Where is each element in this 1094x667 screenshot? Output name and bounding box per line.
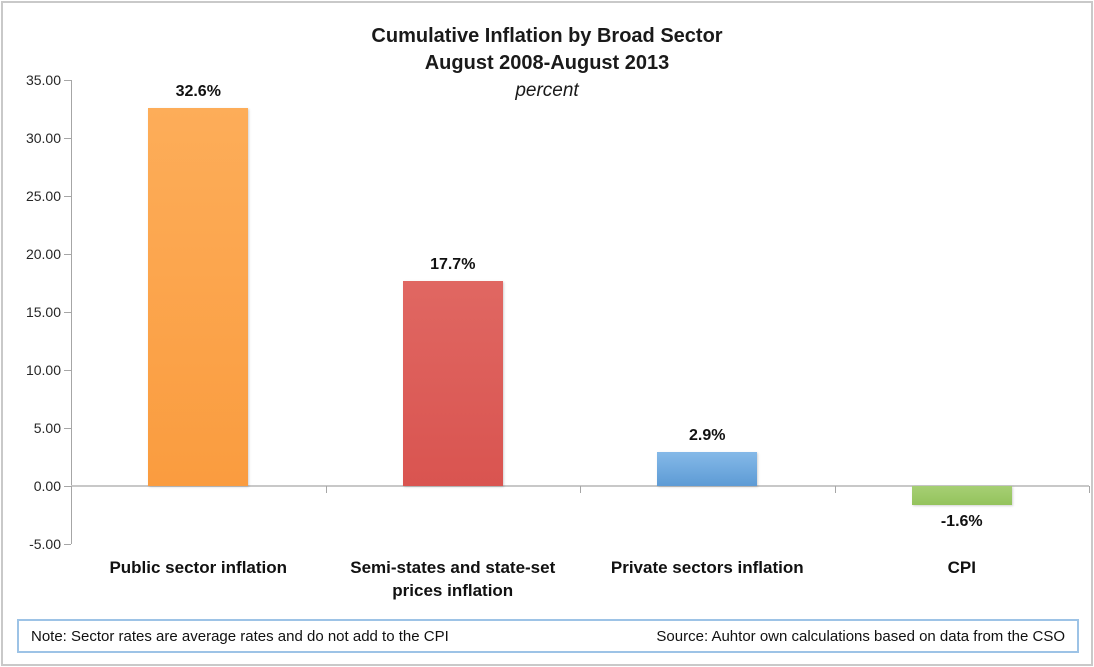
bar-3 (657, 452, 758, 486)
chart-subtitle: August 2008-August 2013 (424, 52, 670, 74)
bar-1 (148, 107, 249, 486)
y-axis-label: 35.00 (25, 72, 61, 88)
y-axis-label: 15.00 (25, 304, 61, 320)
bar-value-label: 32.6% (175, 82, 221, 100)
y-axis-tick (64, 486, 71, 487)
y-axis-tick (64, 254, 71, 255)
footnote-box: Note: Sector rates are average rates and… (17, 619, 1079, 653)
source-text: Source: Auhtor own calculations based on… (656, 627, 1065, 645)
y-axis-tick (64, 80, 71, 81)
y-axis-label: 25.00 (25, 188, 61, 204)
bar-2 (402, 280, 503, 486)
category-label: Public sector inflation (109, 558, 288, 577)
chart-title: Cumulative Inflation by Broad Sector (371, 25, 723, 47)
y-axis-label: 0.00 (33, 478, 61, 494)
y-axis-label: 20.00 (25, 246, 61, 262)
x-axis-tick (325, 486, 327, 493)
x-axis-tick (580, 486, 581, 493)
y-axis-label: 30.00 (25, 130, 61, 146)
y-axis-tick (64, 544, 71, 545)
y-axis-tick (64, 138, 71, 139)
y-axis-tick (64, 428, 71, 429)
chart-header: Cumulative Inflation by Broad Sector Aug… (3, 23, 1091, 104)
x-axis-tick (71, 486, 72, 493)
y-axis-tick (64, 370, 71, 371)
chart-unit-label: percent (515, 80, 579, 101)
plot-area: 35.00 30.00 25.00 20.00 15.00 10.00 5.00 0.00 -5… (3, 3, 1091, 664)
bar-value-label: 2.9% (689, 427, 726, 445)
bar-value-label: 17.7% (430, 255, 476, 273)
x-axis-tick (1089, 486, 1090, 493)
y-axis-tick (64, 196, 71, 197)
y-axis-label: 5.00 (33, 420, 61, 436)
note-text: Note: Sector rates are average rates and… (31, 627, 449, 645)
bar-value-label: -1.6% (940, 512, 983, 530)
y-axis-line (71, 80, 72, 544)
y-axis-label: -5.00 (29, 536, 61, 552)
y-axis-tick (64, 312, 71, 313)
y-axis-label: 10.00 (25, 362, 61, 378)
category-label: CPI (947, 558, 976, 577)
x-axis-tick (834, 486, 836, 493)
category-label: Private sectors inflation (610, 558, 804, 577)
category-label: Semi-states and state-set prices inflati… (350, 558, 556, 600)
bar-4 (911, 486, 1012, 505)
